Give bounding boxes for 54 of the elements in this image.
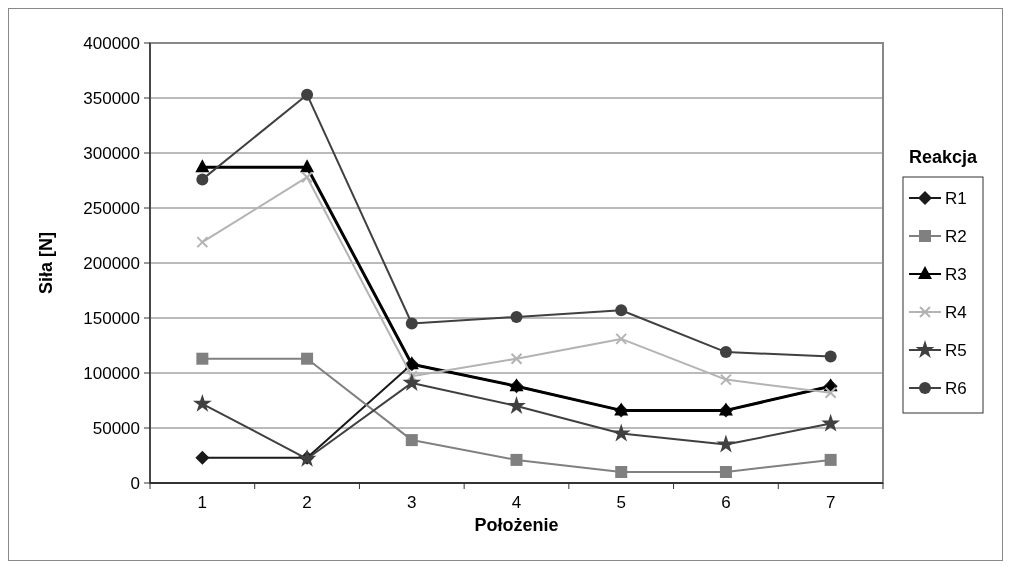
x-tick-label: 2	[302, 493, 312, 512]
point	[195, 450, 210, 465]
point	[301, 88, 314, 101]
x-tick-label: 1	[197, 493, 208, 512]
point	[824, 350, 837, 363]
point	[824, 453, 837, 466]
y-tick-label: 50000	[92, 418, 140, 438]
point	[821, 413, 841, 432]
y-tick-label: 100000	[83, 363, 140, 383]
point	[405, 317, 418, 330]
y-tick-label: 250000	[83, 198, 140, 218]
x-axis-title: Położenie	[474, 515, 559, 535]
point	[192, 393, 212, 412]
point	[196, 236, 209, 249]
x-tick-label: 3	[407, 493, 417, 512]
legend-label: R2	[945, 226, 967, 246]
x-tick-label: 4	[511, 493, 522, 512]
point	[615, 304, 628, 317]
point	[510, 453, 523, 466]
legend-title: Reakcja	[908, 147, 979, 167]
point	[300, 159, 315, 173]
point	[510, 352, 523, 365]
y-axis-title: Siła [N]	[36, 231, 56, 295]
y-tick-label: 400000	[83, 33, 140, 53]
legend-label: R4	[945, 302, 967, 322]
point	[615, 332, 628, 345]
point	[301, 352, 314, 365]
y-tick-label: 0	[130, 473, 140, 493]
legend-label: R6	[945, 378, 967, 398]
point	[196, 352, 209, 365]
point	[611, 423, 631, 442]
point	[615, 466, 628, 478]
point	[719, 373, 732, 386]
point	[716, 434, 736, 453]
point	[824, 386, 837, 399]
y-tick-label: 200000	[83, 253, 140, 273]
point	[719, 346, 732, 359]
legend-label: R1	[945, 188, 967, 208]
x-tick-label: 7	[825, 493, 836, 512]
point	[405, 434, 418, 447]
point	[510, 310, 523, 323]
x-tick-label: 5	[616, 493, 626, 512]
point	[195, 159, 210, 173]
legend-label: R3	[945, 264, 967, 284]
point	[719, 466, 732, 478]
point	[301, 171, 314, 184]
y-tick-label: 350000	[83, 88, 140, 108]
y-tick-label: 150000	[83, 308, 140, 328]
point	[196, 173, 209, 186]
legend-label: R5	[945, 340, 967, 360]
x-tick-label: 6	[721, 493, 731, 512]
point	[402, 373, 422, 391]
point	[507, 396, 526, 415]
y-tick-label: 300000	[83, 143, 140, 163]
